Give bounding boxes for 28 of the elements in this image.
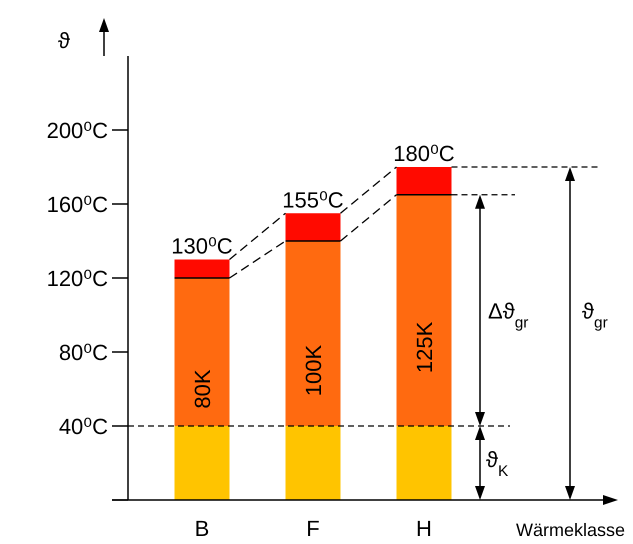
total-label: 180⁰C (393, 141, 455, 166)
y-tick-label: 80⁰C (58, 340, 108, 365)
data-label: 125K (412, 321, 437, 374)
total-label: 130⁰C (171, 234, 233, 258)
bar (286, 426, 340, 500)
x-tick-label: H (416, 516, 432, 541)
bar (286, 213, 340, 241)
bar (286, 241, 340, 426)
data-label: 80K (190, 369, 215, 409)
annotation: ϑ$_{K}$ (486, 447, 510, 480)
y-tick-label: 120⁰C (46, 266, 108, 291)
bar (174, 426, 230, 500)
x-axis-title: Wärmeklasse (516, 520, 625, 540)
bar (396, 167, 452, 195)
bar (174, 278, 230, 426)
y-tick-label: 40⁰C (58, 414, 108, 439)
annotation: Δϑ$_{gr}$ (488, 298, 528, 331)
data-label: 100K (301, 344, 326, 396)
y-tick-label: 200⁰C (46, 118, 108, 143)
x-tick-label: B (194, 516, 210, 541)
y-tick-label: 160⁰C (46, 192, 108, 217)
y-axis-title: ϑ (58, 28, 70, 53)
bar (396, 194, 452, 426)
total-label: 155⁰C (282, 187, 344, 212)
x-tick-label: F (306, 516, 320, 541)
bar (174, 260, 230, 278)
bar (396, 426, 452, 500)
text: ϑ$_{gr}$ (582, 298, 608, 331)
